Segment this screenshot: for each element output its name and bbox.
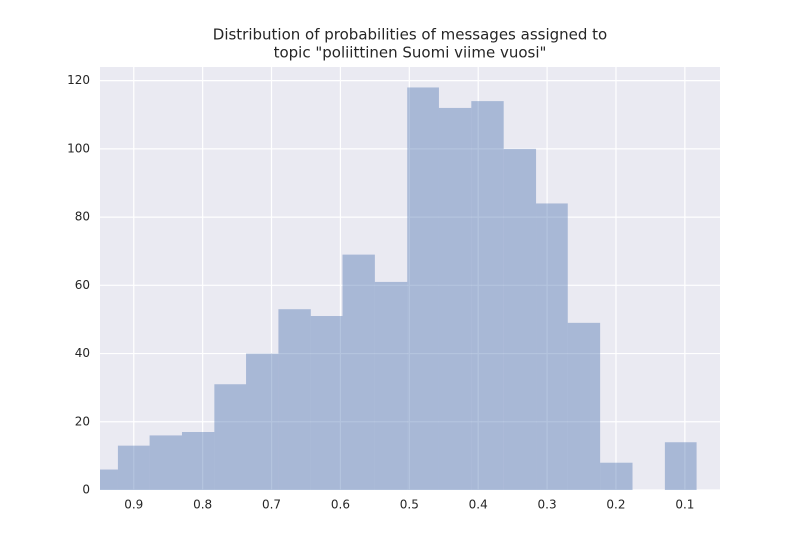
x-tick-label: 0.1: [675, 498, 694, 512]
histogram-bar: [567, 322, 601, 490]
histogram-bar: [117, 445, 150, 490]
x-tick-label: 0.6: [331, 498, 350, 512]
histogram-bar: [100, 469, 118, 490]
histogram-bar: [149, 435, 182, 490]
histogram-bar: [181, 432, 215, 490]
histogram-bar: [503, 148, 537, 490]
histogram-bar: [374, 281, 408, 490]
y-tick-label: 40: [75, 346, 90, 360]
x-tick-label: 0.5: [400, 498, 419, 512]
y-tick-label: 100: [67, 141, 90, 155]
x-tick-label: 0.2: [606, 498, 625, 512]
x-tick-label: 0.8: [193, 498, 212, 512]
chart-title: Distribution of probabilities of message…: [213, 26, 607, 44]
y-tick-label: 120: [67, 73, 90, 87]
histogram-bar: [310, 316, 343, 490]
y-tick-label: 0: [82, 483, 90, 497]
histogram-bar: [471, 101, 504, 490]
y-tick-label: 80: [75, 210, 90, 224]
chart-title: topic "poliittinen Suomi viime vuosi": [274, 44, 547, 62]
x-tick-label: 0.3: [538, 498, 557, 512]
histogram-bar: [407, 87, 439, 490]
x-tick-label: 0.9: [124, 498, 143, 512]
y-tick-label: 60: [75, 278, 90, 292]
histogram-bar: [536, 203, 568, 490]
histogram-bar: [246, 353, 279, 490]
x-tick-label: 0.7: [262, 498, 281, 512]
histogram-bar: [664, 442, 697, 490]
bars: [100, 87, 697, 490]
x-tick-label: 0.4: [469, 498, 488, 512]
grid: [100, 67, 720, 491]
plot-background: [100, 67, 720, 490]
histogram-bar: [600, 462, 633, 490]
histogram-bar: [438, 107, 472, 490]
histogram-bar: [342, 254, 375, 490]
y-tick-label: 20: [75, 414, 90, 428]
histogram-bar: [214, 384, 247, 490]
histogram-bar: [278, 309, 311, 490]
